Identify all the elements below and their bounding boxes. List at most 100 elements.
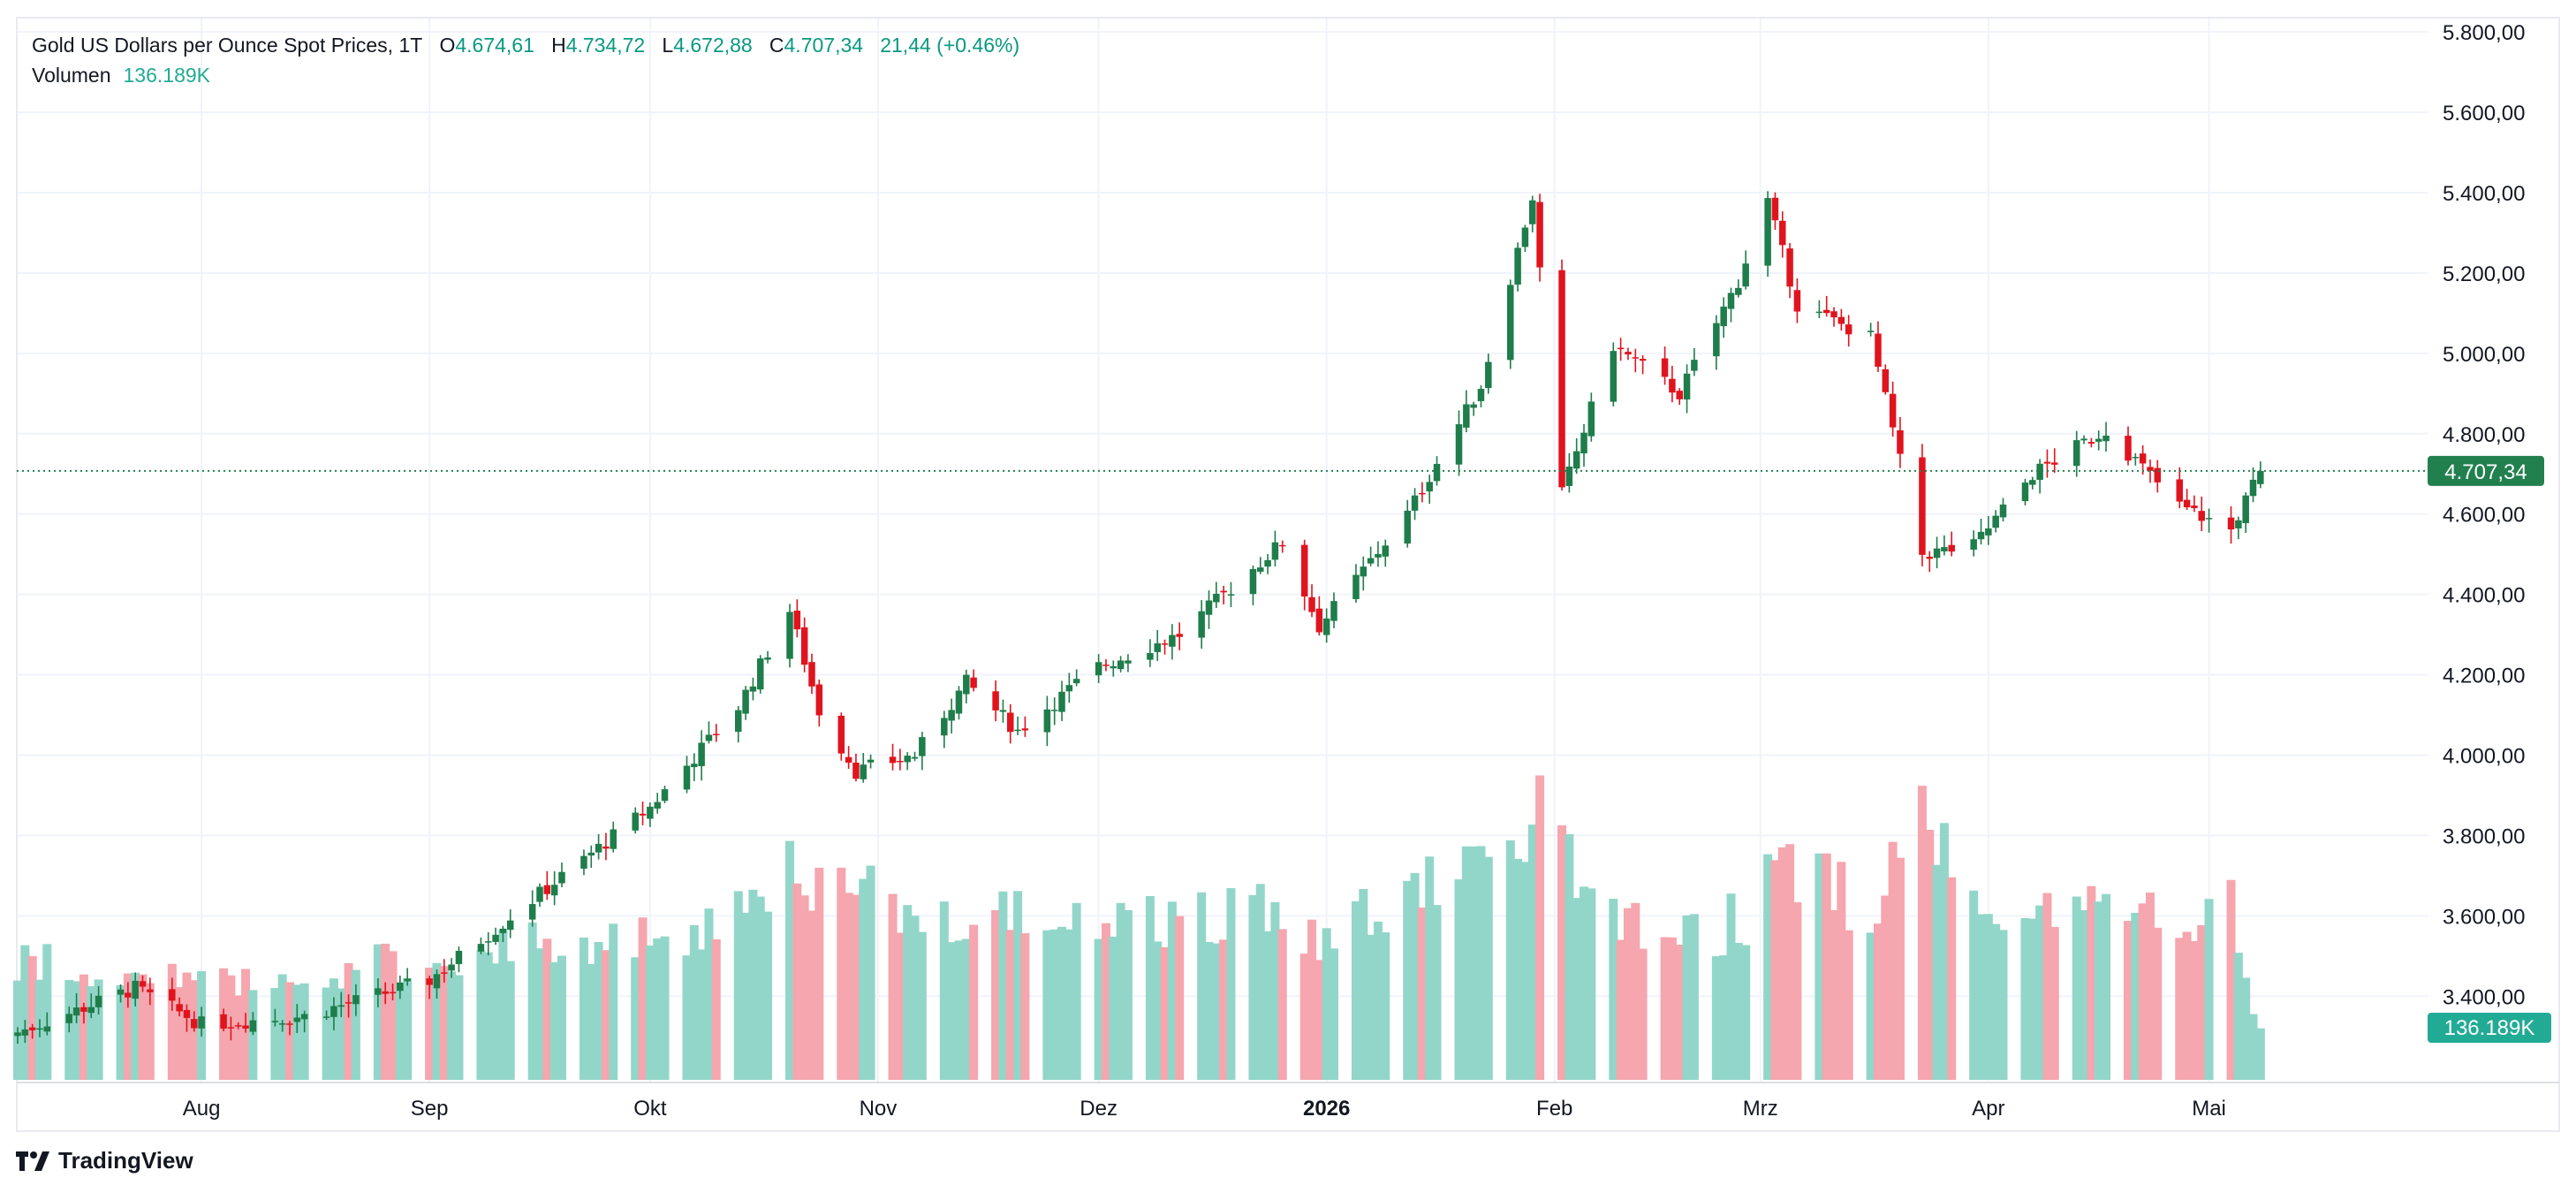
candle-body (1154, 643, 1161, 652)
candle-body (647, 806, 654, 819)
candle-body (80, 1007, 87, 1012)
y-tick-label: 5.000,00 (2443, 343, 2525, 367)
volume-bar (1866, 932, 1875, 1080)
price-axis[interactable]: 3.400,00 3.600,00 3.800,00 4.000,00 4.200,00… (2443, 21, 2525, 1009)
volume-bar (20, 945, 30, 1080)
candle-body (2102, 435, 2110, 442)
candle-body (1322, 618, 1330, 635)
volume-bar (689, 924, 699, 1080)
volume-bar (1277, 929, 1287, 1080)
candle-body (21, 1029, 29, 1036)
candle-body (1419, 492, 1426, 495)
volume-bar (2248, 1014, 2258, 1080)
volume-bar (741, 912, 751, 1080)
volume-bar (1609, 899, 1618, 1080)
volume-bar (1881, 895, 1890, 1080)
candle-body (1632, 357, 1640, 359)
volume-bar (94, 979, 103, 1080)
candle-body (1411, 495, 1419, 511)
candle-body (2205, 518, 2213, 520)
candle-body (1661, 358, 1669, 377)
volume-bar (1425, 856, 1435, 1080)
volume-bar (381, 943, 390, 1080)
volume-bar (1366, 934, 1375, 1080)
tradingview-logo-icon (16, 1151, 49, 1171)
candle-body (860, 764, 868, 779)
candle-body (72, 1007, 80, 1016)
legend-symbol[interactable]: Gold US Dollars per Ounce Spot Prices, 1… (32, 34, 423, 57)
volume-bar (866, 865, 875, 1080)
volume-bar (1660, 937, 1670, 1080)
candle-body (389, 992, 397, 994)
y-tick-label: 4.000,00 (2443, 744, 2525, 768)
candle-body (1514, 247, 1521, 285)
volume-bar (645, 946, 655, 1080)
volume-bar (1461, 846, 1471, 1080)
candle-body (1006, 712, 1014, 733)
candle-body (1565, 466, 1573, 486)
candle-body (1433, 463, 1441, 482)
candle-body (793, 611, 801, 630)
candle-body (1617, 347, 1625, 350)
candle-body (904, 756, 911, 763)
volume-bar (1616, 939, 1625, 1080)
volume-bar (2049, 926, 2059, 1080)
candle-body (477, 944, 485, 952)
candle-body (543, 885, 551, 894)
volume-histogram (13, 775, 2265, 1080)
candle-body (610, 829, 617, 849)
candle-body (698, 742, 705, 766)
volume-bar (1454, 879, 1464, 1080)
volume-bar (587, 963, 596, 1080)
candle-body (1713, 323, 1720, 357)
candle-body (867, 759, 875, 763)
volume-bar (248, 990, 258, 1080)
candle-body (278, 1023, 286, 1025)
candle-body (2043, 461, 2051, 464)
candle-body (2147, 467, 2154, 471)
volume-bar (1785, 844, 1795, 1080)
candle-body (2139, 453, 2147, 464)
y-tick-label: 4.200,00 (2443, 665, 2525, 688)
volume-bar (1682, 915, 1692, 1080)
volume-bar (2102, 893, 2111, 1080)
candle-body (632, 812, 639, 831)
candle-body (1889, 393, 1897, 428)
candle-body (65, 1014, 73, 1023)
candle-body (1536, 201, 1543, 268)
volume-bar (1064, 929, 1074, 1080)
candle-body (1198, 611, 1205, 638)
candle-body (550, 885, 558, 896)
candle-body (1521, 227, 1529, 247)
candle-body (1227, 594, 1235, 596)
legend-high-label: H (551, 34, 566, 57)
time-axis[interactable]: Aug Sep Okt Nov Dez 2026 Feb Mrz Apr Mai (183, 1097, 2226, 1121)
volume-bar (2042, 893, 2052, 1080)
candle-body (87, 1007, 95, 1014)
candle-body (992, 691, 999, 710)
candle-body (1985, 528, 1992, 536)
volume-bar (1219, 939, 1229, 1080)
volume-bar (270, 987, 280, 1080)
volume-bar (947, 942, 957, 1080)
candle-body (1485, 361, 1492, 389)
candle-body (764, 657, 771, 660)
volume-bar (2226, 879, 2236, 1080)
volume-bar (403, 978, 413, 1080)
candle-body (2257, 470, 2264, 484)
volume-bar (785, 840, 795, 1080)
candle-body (1404, 510, 1411, 544)
candle-body (941, 718, 948, 736)
volume-bar (1991, 923, 2001, 1080)
volume-bar (337, 988, 346, 1080)
candle-body (852, 762, 860, 779)
volume-bar (2241, 977, 2251, 1080)
candle-body (2051, 462, 2058, 465)
tradingview-branding[interactable]: TradingView (16, 1147, 193, 1174)
candle-body (1021, 728, 1029, 731)
legend-volume-label[interactable]: Volumen (32, 64, 111, 87)
volume-bar (1631, 902, 1640, 1080)
volume-bar (1689, 914, 1699, 1080)
volume-bar (2175, 938, 2185, 1080)
